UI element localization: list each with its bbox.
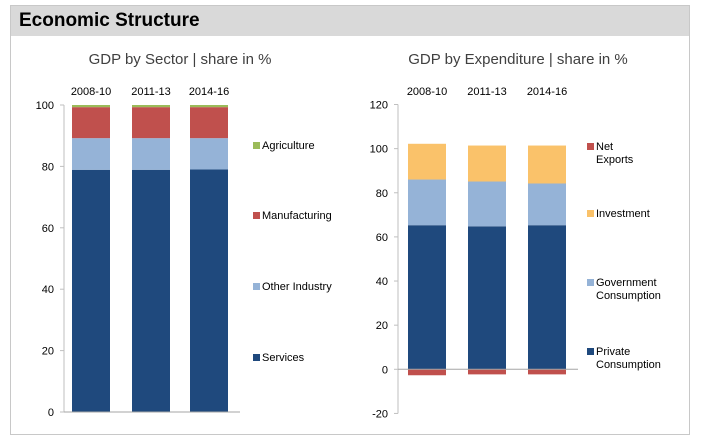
y-tick-label: 20 [376, 320, 388, 332]
bar-segment-manufacturing [190, 107, 228, 139]
bar-segment-net-exports [468, 369, 506, 375]
legend-label: Manufacturing [262, 210, 332, 222]
bar-segment-investment [468, 145, 506, 182]
legend-swatch [253, 142, 260, 149]
bar-segment-government-consumption [468, 181, 506, 227]
y-tick-label: 0 [48, 407, 54, 419]
category-label: 2014-16 [527, 86, 567, 98]
legend-label-line2: Consumption [596, 290, 661, 302]
bar-segment-investment [528, 145, 566, 184]
bar-segment-agriculture [190, 105, 228, 108]
panel-header: Economic Structure [11, 6, 689, 36]
bar-segment-other-industry [132, 138, 170, 170]
panel-title: Economic Structure [19, 10, 200, 31]
legend-label: Net [596, 141, 613, 153]
legend-label: Government [596, 277, 657, 289]
y-tick-label: 40 [376, 276, 388, 288]
y-tick-label: 40 [42, 284, 54, 296]
bar-segment-services [132, 169, 170, 412]
y-tick-label: 120 [370, 100, 388, 112]
y-tick-label: 80 [376, 188, 388, 200]
bar-segment-agriculture [72, 105, 110, 108]
bar-segment-other-industry [190, 138, 228, 170]
y-tick-label: 60 [376, 232, 388, 244]
legend-swatch [587, 210, 594, 217]
bar-segment-net-exports [408, 369, 446, 376]
legend-label-line2: Consumption [596, 359, 661, 371]
bar-segment-agriculture [132, 105, 170, 108]
y-tick-label: 20 [42, 346, 54, 358]
y-tick-label: 100 [36, 100, 54, 112]
bar-segment-government-consumption [528, 183, 566, 226]
y-tick-label: 80 [42, 161, 54, 173]
chart-title: GDP by Expenditure | share in % [408, 51, 628, 68]
legend-label-line2: Exports [596, 154, 634, 166]
y-tick-label: 60 [42, 223, 54, 235]
bar-segment-manufacturing [72, 107, 110, 139]
bar-segment-services [72, 169, 110, 412]
y-tick-label: 0 [382, 364, 388, 376]
y-tick-label: 100 [370, 144, 388, 156]
bar-segment-government-consumption [408, 179, 446, 226]
legend-swatch [253, 354, 260, 361]
bar-segment-private-consumption [468, 226, 506, 370]
category-label: 2011-13 [131, 86, 171, 98]
category-label: 2008-10 [71, 86, 111, 98]
panel-frame: Economic Structure [10, 5, 690, 435]
chart-title: GDP by Sector | share in % [89, 51, 272, 68]
bar-segment-net-exports [528, 369, 566, 375]
legend-label: Services [262, 352, 305, 364]
category-label: 2014-16 [189, 86, 229, 98]
bar-segment-manufacturing [132, 107, 170, 139]
bar-segment-investment [408, 143, 446, 180]
legend-swatch [587, 143, 594, 150]
y-tick-label: -20 [372, 408, 388, 420]
category-label: 2011-13 [467, 86, 507, 98]
legend-label: Investment [596, 208, 650, 220]
legend-label: Agriculture [262, 140, 315, 152]
bar-segment-other-industry [72, 138, 110, 170]
bar-segment-private-consumption [528, 225, 566, 370]
legend-swatch [587, 348, 594, 355]
legend-swatch [587, 279, 594, 286]
legend-label: Private [596, 346, 630, 358]
legend-swatch [253, 283, 260, 290]
legend-label: Other Industry [262, 281, 332, 293]
bar-segment-services [190, 169, 228, 412]
legend-swatch [253, 212, 260, 219]
bar-segment-private-consumption [408, 225, 446, 370]
category-label: 2008-10 [407, 86, 447, 98]
